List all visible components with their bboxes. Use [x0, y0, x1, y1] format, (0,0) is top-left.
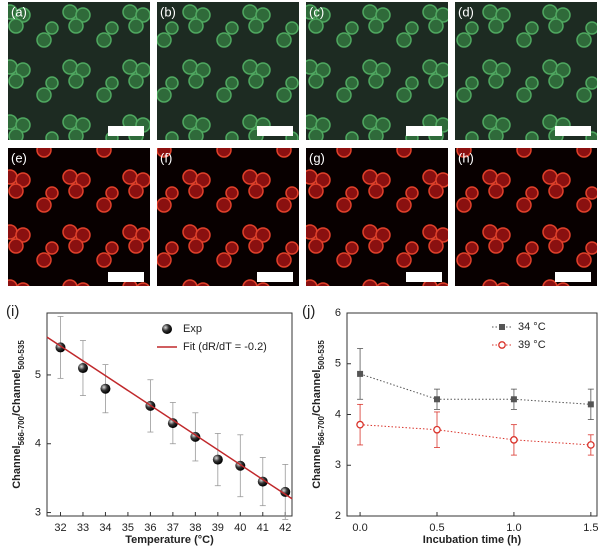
y-axis-label-part: Channel	[311, 445, 323, 488]
x-axis-label: Temperature (°C)	[125, 534, 214, 546]
scale-bar	[108, 126, 144, 136]
scale-bar	[406, 272, 442, 282]
panel-label: (j)	[302, 303, 315, 320]
micrograph	[455, 148, 597, 286]
x-tick-label: 42	[279, 522, 291, 534]
y-axis-label-part: 500-535	[17, 340, 26, 370]
micrograph	[306, 2, 448, 140]
micrograph	[157, 148, 299, 286]
legend-marker	[498, 341, 506, 349]
micrograph	[455, 2, 597, 140]
panel-label: (e)	[11, 150, 27, 165]
x-tick-label: 34	[99, 522, 111, 534]
y-axis-label-part: 566-700	[317, 415, 326, 445]
data-point	[510, 396, 517, 403]
plot-frame	[46, 312, 293, 517]
data-point	[77, 363, 88, 374]
x-tick-label: 33	[77, 522, 89, 534]
legend-marker	[162, 324, 172, 334]
micrograph	[8, 2, 150, 140]
panel-label: (d)	[458, 4, 474, 19]
data-line	[360, 424, 591, 446]
x-tick-label: 0.0	[352, 522, 367, 534]
x-tick-label: 0.5	[429, 522, 444, 534]
x-tick-label: 1.5	[583, 522, 598, 534]
scale-bar	[257, 272, 293, 282]
panel-label: (h)	[458, 150, 474, 165]
y-tick-label: 5	[335, 358, 341, 370]
panel-label: (c)	[309, 4, 324, 19]
x-tick-label: 36	[144, 522, 156, 534]
data-line	[359, 373, 591, 405]
data-point	[510, 436, 518, 444]
data-point	[433, 425, 441, 434]
x-tick-label: 38	[189, 522, 201, 534]
micrograph	[157, 2, 299, 140]
panel-label: (b)	[160, 4, 176, 19]
legend-marker	[499, 324, 505, 330]
data-point	[190, 431, 201, 442]
x-tick-label: 1.0	[506, 522, 521, 534]
y-tick-label: 5	[35, 369, 41, 381]
data-line	[46, 336, 293, 500]
data-point	[167, 418, 178, 429]
plot-frame	[346, 312, 598, 517]
legend-label: Exp	[183, 323, 202, 335]
y-tick-label: 3	[35, 506, 41, 518]
y-axis-label-part: 500-535	[317, 340, 326, 370]
data-point	[356, 420, 364, 429]
data-point	[257, 476, 268, 487]
y-tick-label: 4	[335, 408, 341, 420]
y-axis-label-part: Channel	[11, 445, 23, 488]
y-tick-label: 4	[35, 438, 41, 450]
micrograph	[306, 148, 448, 286]
legend-label: 34 °C	[518, 321, 546, 333]
scale-bar	[257, 126, 293, 136]
y-axis-label-part: /Channel	[311, 370, 323, 416]
panel-label: (i)	[6, 303, 19, 320]
x-tick-label: 40	[234, 522, 246, 534]
panel-label: (a)	[11, 4, 27, 19]
data-point	[100, 383, 111, 394]
x-tick-label: 39	[212, 522, 224, 534]
scale-bar	[406, 126, 442, 136]
scale-bar	[108, 272, 144, 282]
x-axis-label: Incubation time (h)	[423, 534, 522, 546]
legend-label: 39 °C	[518, 339, 546, 351]
x-tick-label: 37	[167, 522, 179, 534]
y-tick-label: 6	[335, 307, 341, 319]
y-axis-label-part: 566-700	[17, 415, 26, 445]
panel-label: (f)	[160, 150, 172, 165]
panel-label: (g)	[309, 150, 325, 165]
data-point	[212, 454, 223, 465]
y-axis-label: Channel566-700/Channel500-535	[11, 340, 26, 489]
x-tick-label: 41	[257, 522, 269, 534]
data-point	[280, 486, 291, 497]
data-point	[587, 401, 594, 408]
y-tick-label: 3	[335, 459, 341, 471]
y-tick-label: 2	[335, 510, 341, 522]
scale-bar	[555, 272, 591, 282]
micrograph	[8, 148, 150, 286]
x-tick-label: 32	[54, 522, 66, 534]
data-point	[357, 370, 364, 377]
x-tick-label: 35	[122, 522, 134, 534]
scale-bar	[555, 126, 591, 136]
y-axis-label: Channel566-700/Channel500-535	[311, 340, 326, 489]
data-point	[586, 441, 595, 449]
y-axis-label-part: /Channel	[11, 370, 23, 416]
data-point	[434, 396, 440, 403]
legend-label: Fit (dR/dT = -0.2)	[183, 341, 267, 353]
